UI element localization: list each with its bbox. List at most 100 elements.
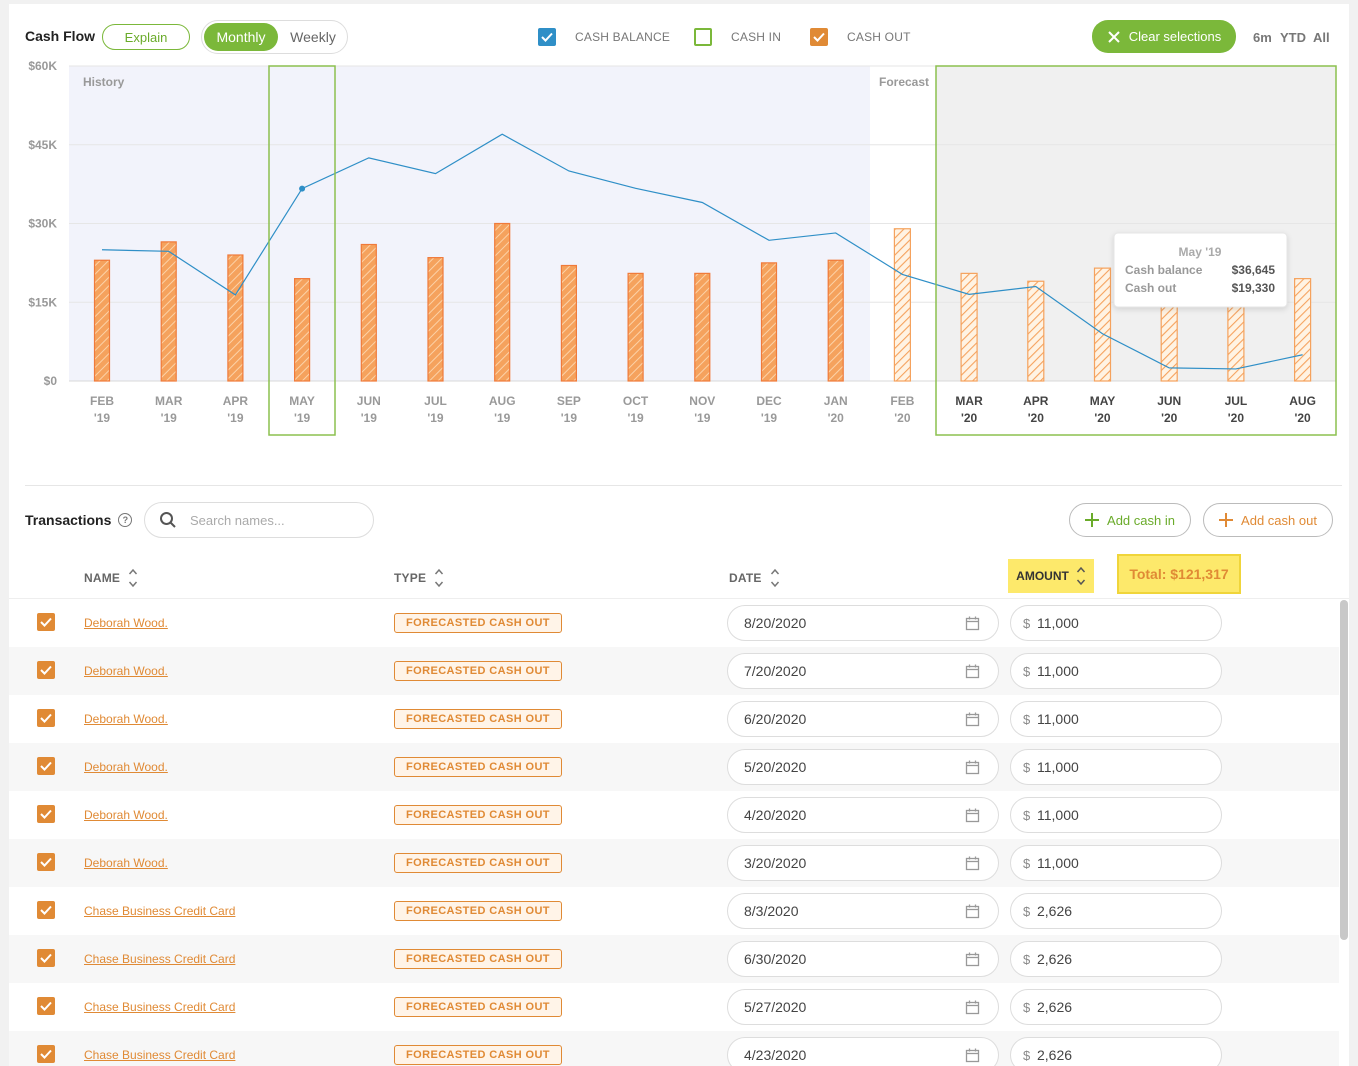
table-row[interactable]: Chase Business Credit Card FORECASTED CAS… [9,887,1339,935]
range-ytd[interactable]: YTD [1280,30,1306,45]
row-checkbox[interactable] [37,997,55,1015]
row-checkbox[interactable] [37,805,55,823]
cash-out-bar[interactable] [160,241,177,382]
column-header-name[interactable]: NAME [84,567,138,589]
clear-selections-button[interactable]: Clear selections [1092,20,1236,53]
column-header-type[interactable]: TYPE [394,567,444,589]
sort-icon[interactable] [434,567,444,589]
cash-out-checkbox[interactable] [810,28,828,46]
transaction-name-link[interactable]: Chase Business Credit Card [84,904,236,918]
calendar-icon[interactable] [965,904,980,919]
cash-out-bar[interactable] [494,222,511,382]
transaction-name-link[interactable]: Deborah Wood. [84,856,168,870]
calendar-icon[interactable] [965,808,980,823]
table-row[interactable]: Deborah Wood. FORECASTED CASH OUT 6/20/202… [9,695,1339,743]
cash-balance-point[interactable] [299,185,306,192]
date-input[interactable]: 3/20/2020 [727,845,999,881]
row-checkbox[interactable] [37,1045,55,1063]
cash-out-bar[interactable] [294,278,311,382]
transaction-name-link[interactable]: Deborah Wood. [84,808,168,822]
amount-input[interactable]: $2,626 [1010,1037,1222,1066]
calendar-icon[interactable] [965,1048,980,1063]
table-row[interactable]: Deborah Wood. FORECASTED CASH OUT 5/20/202… [9,743,1339,791]
date-input[interactable]: 8/3/2020 [727,893,999,929]
date-input[interactable]: 5/27/2020 [727,989,999,1025]
legend-cash-out[interactable]: CASH OUT [810,28,911,46]
calendar-icon[interactable] [965,952,980,967]
cash-out-bar[interactable] [1093,267,1112,382]
amount-input[interactable]: $11,000 [1010,749,1222,785]
table-row[interactable]: Chase Business Credit Card FORECASTED CAS… [9,1031,1339,1066]
amount-input[interactable]: $11,000 [1010,605,1222,641]
transaction-name-link[interactable]: Chase Business Credit Card [84,952,236,966]
calendar-icon[interactable] [965,664,980,679]
calendar-icon[interactable] [965,856,980,871]
date-input[interactable]: 4/23/2020 [727,1037,999,1066]
search-input[interactable] [188,511,362,529]
cash-out-bar[interactable] [893,228,912,382]
date-input[interactable]: 4/20/2020 [727,797,999,833]
sort-icon[interactable] [128,567,138,589]
table-row[interactable]: Chase Business Credit Card FORECASTED CAS… [9,983,1339,1031]
explain-button[interactable]: Explain [102,24,190,50]
search-box[interactable] [144,502,374,538]
table-row[interactable]: Chase Business Credit Card FORECASTED CAS… [9,935,1339,983]
add-cash-in-button[interactable]: Add cash in [1069,503,1191,537]
cash-in-checkbox[interactable] [694,28,712,46]
legend-cash-balance[interactable]: CASH BALANCE [538,28,670,46]
row-checkbox[interactable] [37,613,55,631]
calendar-icon[interactable] [965,616,980,631]
add-cash-out-button[interactable]: Add cash out [1203,503,1333,537]
monthly-toggle[interactable]: Monthly [204,23,278,51]
date-input[interactable]: 8/20/2020 [727,605,999,641]
row-checkbox[interactable] [37,949,55,967]
cash-out-bar[interactable] [627,272,644,382]
legend-cash-in[interactable]: CASH IN [694,28,781,46]
table-row[interactable]: Deborah Wood. FORECASTED CASH OUT 7/20/202… [9,647,1339,695]
date-input[interactable]: 5/20/2020 [727,749,999,785]
column-header-date[interactable]: DATE [729,567,780,589]
range-6m[interactable]: 6m [1253,30,1272,45]
cash-out-bar[interactable] [360,243,377,382]
transaction-name-link[interactable]: Chase Business Credit Card [84,1048,236,1062]
row-checkbox[interactable] [37,901,55,919]
amount-input[interactable]: $11,000 [1010,701,1222,737]
cash-out-bar[interactable] [1293,278,1312,382]
cash-out-bar[interactable] [93,259,111,382]
cash-out-bar[interactable] [960,272,978,382]
cash-out-bar[interactable] [827,259,844,382]
date-input[interactable]: 6/20/2020 [727,701,999,737]
table-row[interactable]: Deborah Wood. FORECASTED CASH OUT 3/20/202… [9,839,1339,887]
cash-out-bar[interactable] [694,272,711,382]
cash-balance-checkbox[interactable] [538,28,556,46]
cash-out-bar[interactable] [227,254,244,382]
column-header-amount[interactable]: AMOUNT [1008,559,1094,593]
transaction-name-link[interactable]: Deborah Wood. [84,664,168,678]
row-checkbox[interactable] [37,661,55,679]
calendar-icon[interactable] [965,760,980,775]
row-checkbox[interactable] [37,853,55,871]
amount-input[interactable]: $11,000 [1010,653,1222,689]
sort-icon[interactable] [770,567,780,589]
transaction-name-link[interactable]: Deborah Wood. [84,616,168,630]
range-all[interactable]: All [1313,30,1330,45]
amount-input[interactable]: $2,626 [1010,893,1222,929]
sort-icon[interactable] [1076,565,1086,587]
amount-input[interactable]: $2,626 [1010,989,1222,1025]
calendar-icon[interactable] [965,1000,980,1015]
cash-out-bar[interactable] [760,262,778,382]
calendar-icon[interactable] [965,712,980,727]
table-row[interactable]: Deborah Wood. FORECASTED CASH OUT 4/20/202… [9,791,1339,839]
table-row[interactable]: Deborah Wood. FORECASTED CASH OUT 8/20/202… [9,599,1339,647]
cash-flow-chart[interactable]: $60K $45K $30K $15K $0 History Forecast FEB '… [9,54,1349,446]
cash-out-bar[interactable] [560,264,578,382]
transaction-name-link[interactable]: Deborah Wood. [84,760,168,774]
row-checkbox[interactable] [37,757,55,775]
help-icon[interactable]: ? [118,513,133,527]
cash-out-bar[interactable] [1027,280,1045,382]
cash-out-bar[interactable] [427,257,444,382]
scrollbar[interactable] [1340,600,1348,940]
transaction-name-link[interactable]: Deborah Wood. [84,712,168,726]
weekly-toggle[interactable]: Weekly [290,29,336,45]
row-checkbox[interactable] [37,709,55,727]
